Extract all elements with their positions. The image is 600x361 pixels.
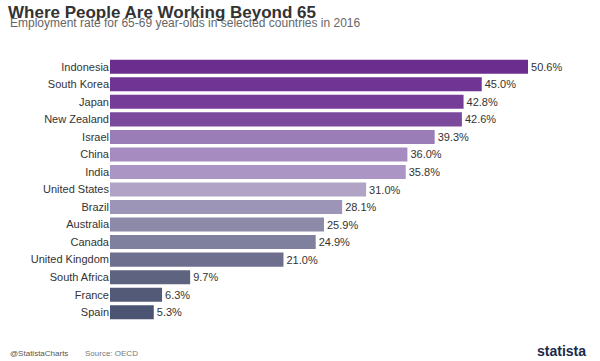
svg-text:9.7%: 9.7% bbox=[193, 271, 218, 283]
svg-text:Where People Are Working Beyon: Where People Are Working Beyond 65 bbox=[8, 3, 316, 22]
svg-text:Indonesia: Indonesia bbox=[61, 61, 110, 73]
svg-text:Spain: Spain bbox=[81, 306, 109, 318]
svg-text:Brazil: Brazil bbox=[81, 201, 109, 213]
svg-text:28.1%: 28.1% bbox=[345, 201, 376, 213]
svg-text:Employment rate for 65-69 year: Employment rate for 65-69 year-olds in s… bbox=[10, 16, 361, 30]
svg-text:6.3%: 6.3% bbox=[165, 289, 190, 301]
svg-text:statista: statista bbox=[537, 343, 586, 359]
svg-text:42.6%: 42.6% bbox=[465, 113, 496, 125]
svg-text:5.3%: 5.3% bbox=[157, 306, 182, 318]
svg-text:India: India bbox=[85, 166, 110, 178]
svg-text:25.9%: 25.9% bbox=[327, 219, 358, 231]
svg-text:Japan: Japan bbox=[79, 96, 109, 108]
svg-text:31.0%: 31.0% bbox=[369, 184, 400, 196]
svg-text:South Korea: South Korea bbox=[48, 78, 110, 90]
svg-text:United States: United States bbox=[43, 183, 110, 195]
svg-text:21.0%: 21.0% bbox=[286, 254, 317, 266]
svg-text:Source: OECD: Source: OECD bbox=[85, 349, 138, 358]
svg-text:France: France bbox=[75, 289, 109, 301]
svg-text:New Zealand: New Zealand bbox=[44, 113, 109, 125]
svg-text:45.0%: 45.0% bbox=[485, 78, 516, 90]
svg-text:36.0%: 36.0% bbox=[410, 148, 441, 160]
svg-text:Australia: Australia bbox=[66, 218, 110, 230]
svg-text:50.6%: 50.6% bbox=[531, 61, 562, 73]
svg-text:South Africa: South Africa bbox=[50, 271, 110, 283]
svg-text:42.8%: 42.8% bbox=[467, 96, 498, 108]
svg-text:35.8%: 35.8% bbox=[409, 166, 440, 178]
svg-text:China: China bbox=[80, 148, 110, 160]
svg-text:24.9%: 24.9% bbox=[319, 236, 350, 248]
svg-text:@StatistaCharts: @StatistaCharts bbox=[10, 349, 68, 358]
svg-text:Israel: Israel bbox=[82, 131, 109, 143]
svg-text:39.3%: 39.3% bbox=[438, 131, 469, 143]
svg-text:United Kingdom: United Kingdom bbox=[31, 253, 109, 265]
svg-text:Canada: Canada bbox=[70, 236, 109, 248]
